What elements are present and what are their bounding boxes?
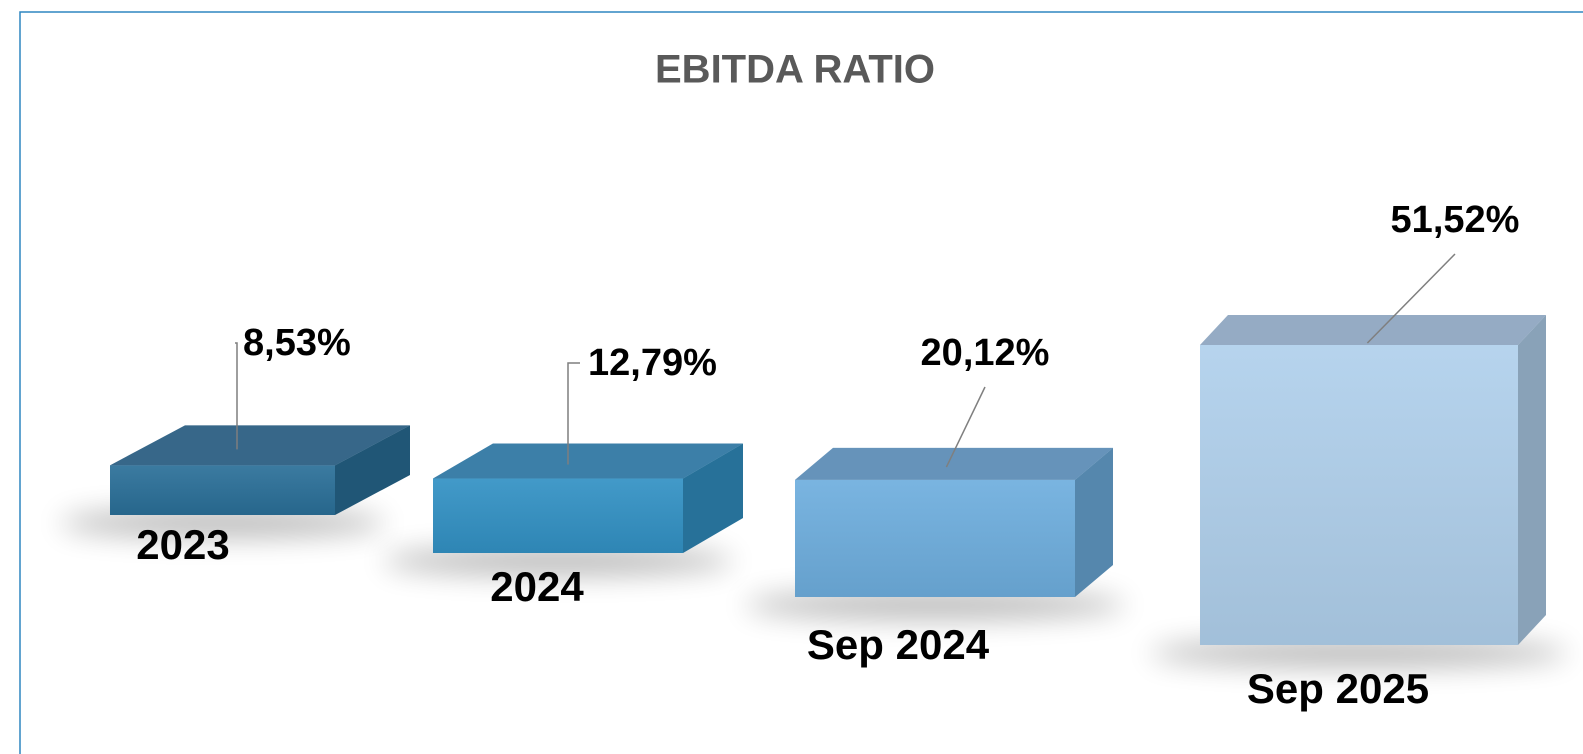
leader-line bbox=[1366, 253, 1456, 344]
bar-shade bbox=[110, 465, 335, 515]
data-label: 8,53% bbox=[243, 322, 351, 364]
bar-top-tint bbox=[433, 443, 743, 479]
leader-line bbox=[945, 386, 986, 468]
bar-top bbox=[433, 443, 743, 479]
bar-top-tint bbox=[110, 425, 410, 466]
bar-top bbox=[110, 425, 410, 466]
bar-shadow bbox=[60, 509, 385, 537]
bar-top bbox=[1200, 315, 1546, 345]
bar-side-dark bbox=[683, 443, 743, 553]
bar-side-dark bbox=[1075, 447, 1113, 597]
bar-shade bbox=[1200, 345, 1518, 645]
x-tick-label: Sep 2025 bbox=[1247, 665, 1429, 712]
bar-top-tint bbox=[795, 447, 1113, 480]
chart-title: EBITDA RATIO bbox=[655, 48, 935, 92]
data-label: 20,12% bbox=[921, 332, 1050, 374]
bar-shadow bbox=[383, 547, 733, 575]
leader-line bbox=[567, 362, 580, 465]
data-label: 12,79% bbox=[588, 342, 717, 384]
x-tick-label: 2023 bbox=[136, 521, 229, 568]
bar-shade bbox=[433, 478, 683, 553]
bar-side bbox=[1518, 315, 1546, 645]
bar-side-dark bbox=[335, 425, 410, 515]
bar-top-tint bbox=[1200, 315, 1546, 345]
leader-line bbox=[235, 342, 238, 450]
data-label: 51,52% bbox=[1391, 199, 1520, 241]
x-tick-label: Sep 2024 bbox=[807, 621, 990, 668]
bar-shade bbox=[795, 479, 1075, 597]
x-tick-label: 2024 bbox=[490, 563, 584, 610]
bar-side bbox=[1075, 447, 1113, 597]
bar-side bbox=[683, 443, 743, 553]
bar-shadow bbox=[1150, 639, 1568, 667]
bar-side-dark bbox=[1518, 315, 1546, 645]
bar-side bbox=[335, 425, 410, 515]
bar-top bbox=[795, 447, 1113, 480]
bar-shadow bbox=[745, 591, 1125, 619]
